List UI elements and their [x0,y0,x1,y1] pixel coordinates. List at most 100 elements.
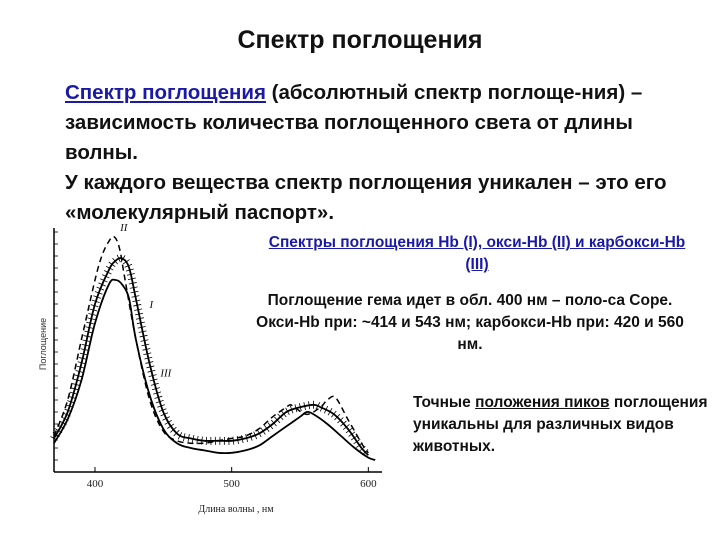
hatch-mark [160,412,169,417]
hatch-mark [52,432,60,437]
series-label: II [119,222,129,234]
x-axis-ticks: 400 500 600 [87,467,377,490]
hatch-mark [173,429,180,437]
hatch-mark [240,435,244,444]
hatch-mark [308,401,311,410]
definition-text: (абсолютный спектр поглоще-ния) – зависи… [65,81,643,164]
hatch-mark [154,395,163,399]
hatch-mark [62,412,71,417]
hatch-mark [143,352,152,355]
hatch-mark [342,424,350,430]
hatch-mark [348,431,356,437]
hatch-mark [108,261,116,268]
hatch-mark [149,378,158,382]
hatch-mark [98,282,106,287]
hatch-mark [68,396,77,400]
hatch-mark [191,435,195,443]
hatch-mark [170,426,177,433]
hatch-mark [138,330,147,333]
hatch-mark [54,428,63,434]
hatch-mark [73,378,82,382]
peaks-caption-underlined: положения пиков [475,394,610,411]
hatch-mark [289,405,294,414]
hatch-mark [274,416,281,424]
hatch-mark [136,321,145,325]
peaks-caption-before: Точные [413,394,476,411]
hatch-mark [124,263,133,268]
hatch-mark [257,429,262,438]
series-label: III [159,367,172,379]
x-tick-label: 400 [87,478,104,490]
hatch-mark [270,419,277,427]
hatch-mark [358,446,366,452]
hatch-mark [61,416,69,421]
hatch-mark [157,404,166,408]
hatch-mark [120,255,126,263]
heme-caption: Поглощение гема идет в обл. 400 нм – пол… [256,292,684,353]
hatch-mark [162,416,170,421]
hatch-mark [350,435,358,441]
hatch-mark [277,413,284,420]
hatch-mark [285,407,290,416]
hatch-mark [81,343,90,347]
hatch-mark [267,422,274,430]
series-line-III [53,257,369,456]
hatch-mark [69,391,78,395]
hatch-mark [139,334,148,338]
hatch-mark [84,330,93,334]
hatch-mark [133,304,142,307]
hatch-mark [323,405,329,414]
hatch-mark [303,402,306,411]
hatch-mark [355,442,363,448]
hatch-mark [91,299,100,303]
hatch-mark [137,326,146,329]
hatch-mark [134,308,143,311]
hatch-mark [90,304,99,308]
hatch-mark [59,420,67,425]
hatch-mark [153,391,162,395]
hatch-mark [122,259,130,265]
hatch-mark [260,427,266,435]
hatch-mark [167,423,175,429]
hatch-mark [155,400,164,404]
y-axis-label: Поглощение [38,318,48,370]
term-link[interactable]: Спектр поглощения [65,81,266,104]
hatch-mark [126,273,135,276]
hatch-mark [86,321,95,325]
hatch-mark [104,270,112,275]
x-tick-label: 500 [223,478,240,490]
hatch-mark [77,361,86,365]
hatch-mark [67,400,76,404]
hatch-mark [132,299,141,303]
hatch-mark [150,382,159,386]
hatch-mark [298,403,302,412]
hatch-mark [147,369,156,373]
passport-paragraph: У каждого вещества спектр поглощения уни… [65,171,667,224]
hatch-mark [340,420,347,427]
hatch-mark [151,387,160,391]
spectra-caption[interactable]: Спектры поглощения Hb (I), окси-Hb (II) … [268,234,686,273]
hatch-mark [102,274,110,279]
hatch-mark [96,286,105,291]
hatch-mark [82,339,91,342]
hatch-mark [140,339,149,342]
series-label: I [149,299,155,311]
hatch-mark [70,387,79,391]
hatch-mark [337,417,344,424]
series-line-I [53,278,376,461]
hatch-mark [65,404,74,408]
hatch-mark [94,291,103,295]
hatch-mark [128,282,137,285]
hatch-mark [164,420,172,425]
hatch-mark [72,383,80,386]
hatch-mark [253,431,258,440]
hatch-mark [362,449,369,456]
hatch-mark [106,266,114,271]
hatch-mark [76,365,85,369]
hatch-mark [116,254,121,263]
hatch-mark [112,257,119,265]
hatch-mark [135,312,144,316]
hatch-mark [334,413,341,421]
page-title: Спектр поглощения [237,26,483,54]
